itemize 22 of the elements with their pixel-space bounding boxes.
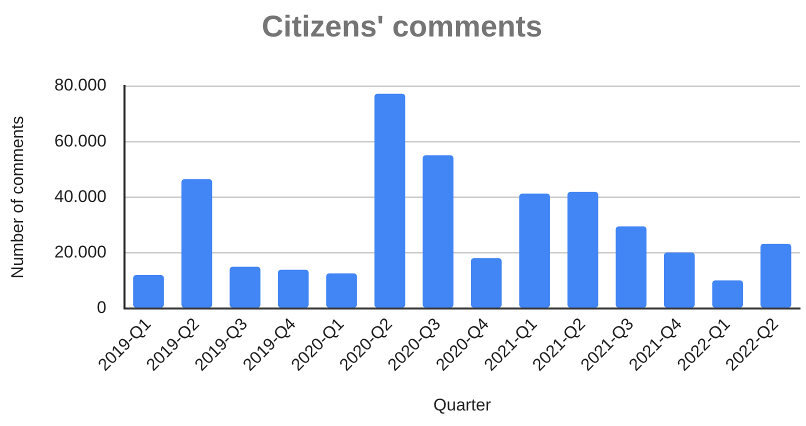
bar [422, 155, 454, 308]
bar [616, 226, 646, 308]
bar [133, 275, 164, 308]
bar [470, 258, 502, 308]
y-axis-title: Number of comments [8, 116, 27, 278]
bar [760, 244, 792, 308]
bar [374, 94, 406, 308]
chart-title: Citizens' comments [262, 10, 542, 44]
bar [712, 280, 743, 308]
bar [326, 273, 357, 308]
bar [278, 270, 309, 308]
bar [230, 266, 260, 308]
y-tick-label: 40.000 [54, 186, 106, 206]
y-tick-label: 80.000 [54, 76, 106, 95]
bar [664, 252, 695, 308]
y-tick-label: 60.000 [54, 131, 106, 150]
x-axis-title: Quarter [433, 395, 492, 414]
y-tick-label: 0 [96, 298, 106, 318]
bar [519, 194, 550, 308]
y-tick-label: 20.000 [54, 242, 106, 262]
bar [567, 192, 598, 308]
bar [181, 179, 212, 308]
